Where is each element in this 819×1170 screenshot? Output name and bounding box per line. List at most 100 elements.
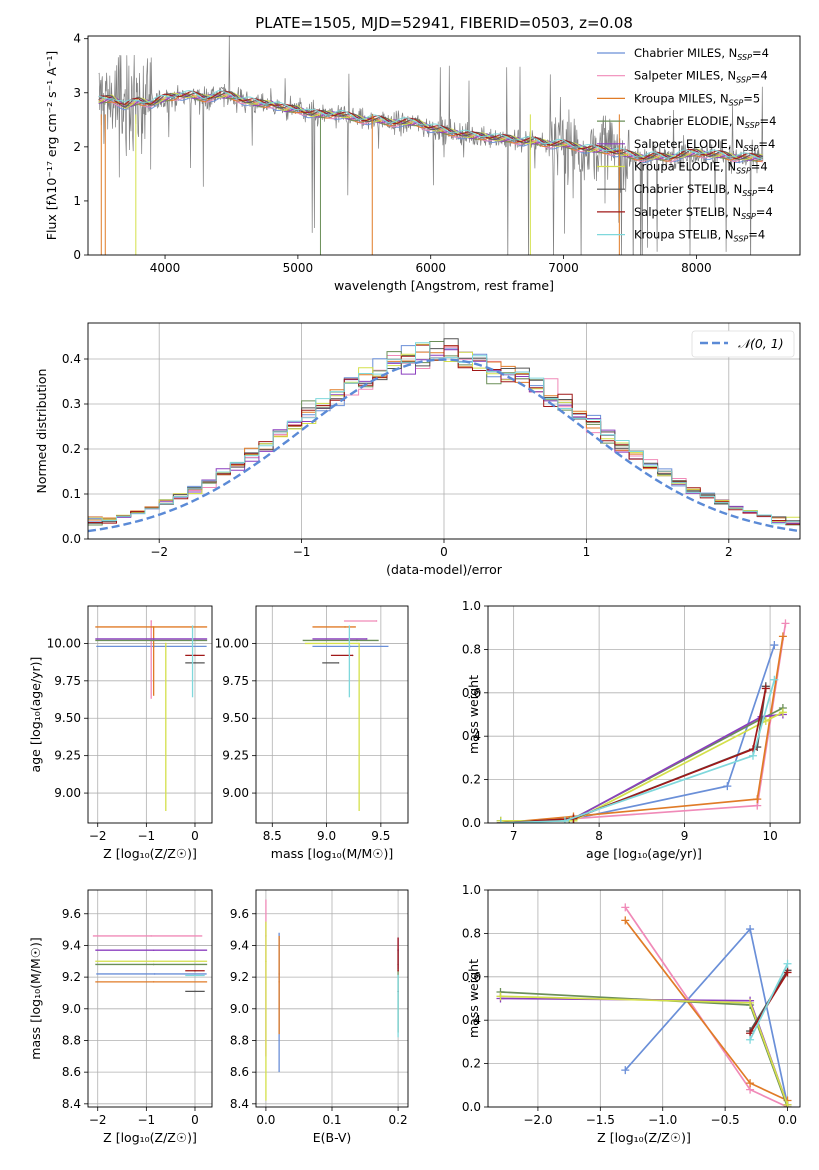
data-point xyxy=(152,626,155,628)
data-point xyxy=(194,990,196,993)
x-tick-label: 2 xyxy=(725,545,733,559)
y-tick-label: 9.0 xyxy=(230,1002,249,1016)
series-marker xyxy=(746,1079,755,1088)
axes-mass_vs_ebv: 0.0 0.1 0.2 8.4 8.6 8.8 9.0 9.2 9.4 9.6 E(B-V) xyxy=(230,889,409,1145)
y-tick-label: 0.0 xyxy=(462,816,481,830)
series-marker xyxy=(770,641,779,650)
x-tick-label: −1 xyxy=(293,545,311,559)
y-tick-label: 0.2 xyxy=(62,442,81,456)
x-tick-label: 0 xyxy=(191,829,199,843)
data-point xyxy=(150,620,153,622)
data-point xyxy=(165,642,167,645)
legend-subscript: SSP xyxy=(736,76,751,85)
legend-subscript: SSP xyxy=(745,121,760,130)
data-point xyxy=(152,981,155,983)
axes-weight_vs_age: 7 8 9 10 0.0 0.2 0.4 0.6 0.8 1.0 age [log₁₀(age/yr… xyxy=(462,599,801,861)
legend-subscript: SSP xyxy=(736,167,751,176)
legend-label: Chabrier ELODIE, NSSP=4 xyxy=(634,114,776,130)
x-tick-label: 0.1 xyxy=(322,1113,341,1127)
series-line xyxy=(749,963,789,1041)
data-point xyxy=(194,969,196,972)
data-point xyxy=(356,639,358,642)
x-tick-label: 0 xyxy=(191,1113,199,1127)
x-axis-label: Z [log₁₀(Z/Z☉)] xyxy=(597,1130,691,1145)
legend-subscript: SSP xyxy=(729,98,744,107)
x-tick-label: −0.5 xyxy=(711,1113,740,1127)
histogram-step xyxy=(88,342,800,525)
y-tick-label: 8.4 xyxy=(230,1097,249,1111)
legend-subscript: SSP xyxy=(742,189,757,198)
spectrum-model-line xyxy=(98,91,764,160)
grid xyxy=(88,606,212,823)
x-tick-label: 1 xyxy=(583,545,591,559)
y-axis-label: Normed distribution xyxy=(34,369,49,494)
axes-frame xyxy=(87,605,213,824)
series-marker xyxy=(723,782,732,791)
histogram-step xyxy=(88,344,800,525)
data-point xyxy=(150,935,153,937)
x-tick-label: 8 xyxy=(595,829,603,843)
y-tick-label: 10.00 xyxy=(215,636,249,650)
plot-area xyxy=(496,903,792,1107)
y-tick-label: 8.8 xyxy=(62,1033,81,1047)
y-tick-label: 0.8 xyxy=(462,642,481,656)
x-tick-label: 8.5 xyxy=(263,829,282,843)
legend-suffix: =4 xyxy=(751,160,768,174)
data-point xyxy=(152,638,155,640)
x-axis-label: mass [log₁₀(M/M☉)] xyxy=(271,846,393,861)
data-point xyxy=(152,960,155,963)
x-tick-label: 8000 xyxy=(681,261,712,275)
legend-label: Salpeter MILES, NSSP=4 xyxy=(634,69,768,85)
y-tick-label: 9.0 xyxy=(62,1002,81,1016)
y-tick-label: 9.75 xyxy=(222,674,249,688)
x-axis-label: (data-model)/error xyxy=(386,562,503,577)
data-point xyxy=(194,974,196,977)
data-point xyxy=(397,974,399,977)
y-tick-label: 9.4 xyxy=(62,938,81,952)
x-axis-label: age [log₁₀(age/yr)] xyxy=(586,846,702,861)
x-tick-label: 0 xyxy=(440,545,448,559)
y-tick-label: 3 xyxy=(73,86,81,100)
spectrum-model-line xyxy=(98,90,763,160)
x-tick-label: 9.0 xyxy=(317,829,336,843)
legend-label: Chabrier MILES, NSSP=4 xyxy=(634,46,769,62)
axes-residuals: −2 −1 0 1 2 0.0 0.1 0.2 0.3 0.4 (data-model)/error… xyxy=(34,322,801,577)
x-tick-label: 9.5 xyxy=(371,829,390,843)
y-axis-label: mass weight xyxy=(466,675,481,754)
y-tick-label: 9.50 xyxy=(222,711,249,725)
y-tick-label: 8.4 xyxy=(62,1097,81,1111)
grid xyxy=(256,606,408,823)
x-tick-label: −1.5 xyxy=(586,1113,615,1127)
plot-area xyxy=(302,620,389,812)
x-tick-label: −1 xyxy=(138,829,156,843)
legend-subscript: SSP xyxy=(744,144,759,153)
y-tick-label: 0.0 xyxy=(462,1100,481,1114)
y-tick-label: 9.00 xyxy=(54,786,81,800)
y-tick-label: 9.6 xyxy=(230,907,249,921)
series-marker xyxy=(770,675,779,684)
y-tick-label: 1 xyxy=(73,194,81,208)
series-marker xyxy=(746,1035,755,1044)
series-marker xyxy=(783,1100,792,1107)
y-axis-label: age [log₁₀(age/yr)] xyxy=(28,657,43,773)
series-marker xyxy=(781,619,790,628)
series-marker xyxy=(778,632,787,641)
data-point xyxy=(349,645,352,648)
plot-area xyxy=(95,620,208,812)
y-tick-label: 9.25 xyxy=(222,749,249,763)
data-point xyxy=(152,949,155,951)
series-marker xyxy=(621,903,630,912)
legend-suffix: =4 xyxy=(752,46,769,60)
spectrum-model-line xyxy=(98,90,763,159)
grid xyxy=(88,890,212,1107)
y-tick-label: 0.2 xyxy=(462,1057,481,1071)
x-tick-label: 0.2 xyxy=(389,1113,408,1127)
y-axis-label: mass [log₁₀(M/M☉)] xyxy=(28,937,43,1059)
series-marker xyxy=(621,916,630,925)
figure-title: PLATE=1505, MJD=52941, FIBERID=0503, z=0… xyxy=(255,14,633,32)
y-tick-label: 9.00 xyxy=(222,786,249,800)
data-point xyxy=(194,654,196,657)
series-marker xyxy=(560,816,569,823)
y-tick-label: 8.8 xyxy=(230,1033,249,1047)
plot-area xyxy=(88,338,800,533)
